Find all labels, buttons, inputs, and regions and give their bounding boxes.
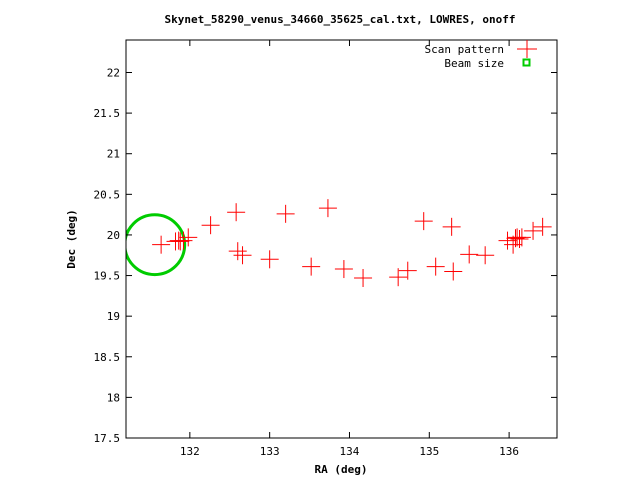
scan-point (460, 245, 479, 264)
scan-point (227, 203, 246, 222)
scan-point (444, 262, 463, 281)
scan-point (260, 250, 279, 269)
beam-size-circle (126, 213, 187, 277)
plot-layer (126, 199, 552, 287)
x-tick-label: 135 (419, 445, 439, 458)
legend-label-beam: Beam size (444, 57, 504, 70)
scan-point (524, 221, 543, 240)
ticks-layer: 132 133 134 135 136 17.5 18 18.5 19 19.5 20 20.5 21 2… (94, 40, 557, 458)
scan-point (510, 230, 529, 248)
scan-point (201, 216, 220, 235)
scan-point (512, 228, 531, 247)
scan-point (302, 257, 321, 276)
legend-label-scan: Scan pattern (425, 43, 504, 56)
scan-point (354, 268, 373, 287)
scan-point (498, 231, 517, 250)
y-tick-label: 18 (107, 391, 120, 404)
x-tick-label: 133 (260, 445, 280, 458)
plot-area (126, 199, 552, 287)
scan-point (442, 217, 461, 236)
y-tick-label: 22 (107, 66, 120, 79)
scan-point (533, 217, 552, 236)
scan-point (476, 246, 495, 265)
x-tick-label: 136 (499, 445, 519, 458)
scan-point (233, 246, 252, 265)
y-tick-label: 20.5 (94, 188, 121, 201)
y-tick-label: 18.5 (94, 351, 121, 364)
y-tick-label: 17.5 (94, 432, 121, 445)
y-tick-label: 21 (107, 148, 120, 161)
scan-point (171, 232, 190, 251)
scan-point (179, 228, 198, 247)
x-axis-label: RA (deg) (315, 463, 368, 476)
legend-marker-beam (522, 58, 531, 67)
y-tick-label: 21.5 (94, 107, 121, 120)
scan-point (426, 257, 445, 276)
scan-point (318, 199, 337, 218)
y-tick-label: 19.5 (94, 270, 121, 283)
x-tick-label: 134 (340, 445, 360, 458)
scan-point (152, 235, 171, 254)
scan-point (174, 231, 193, 250)
y-tick-label: 19 (107, 310, 120, 323)
scan-point (389, 268, 408, 287)
x-tick-label: 132 (180, 445, 200, 458)
scan-point (334, 260, 353, 279)
y-axis-label: Dec (deg) (65, 209, 78, 269)
y-tick-label: 20 (107, 229, 120, 242)
scan-point (398, 261, 417, 280)
scan-point (276, 204, 295, 223)
scan-point (414, 212, 433, 231)
plot-frame (125, 39, 558, 439)
scan-point (228, 242, 247, 261)
chart-title: Skynet_58290_venus_34660_35625_cal.txt, … (165, 13, 516, 26)
